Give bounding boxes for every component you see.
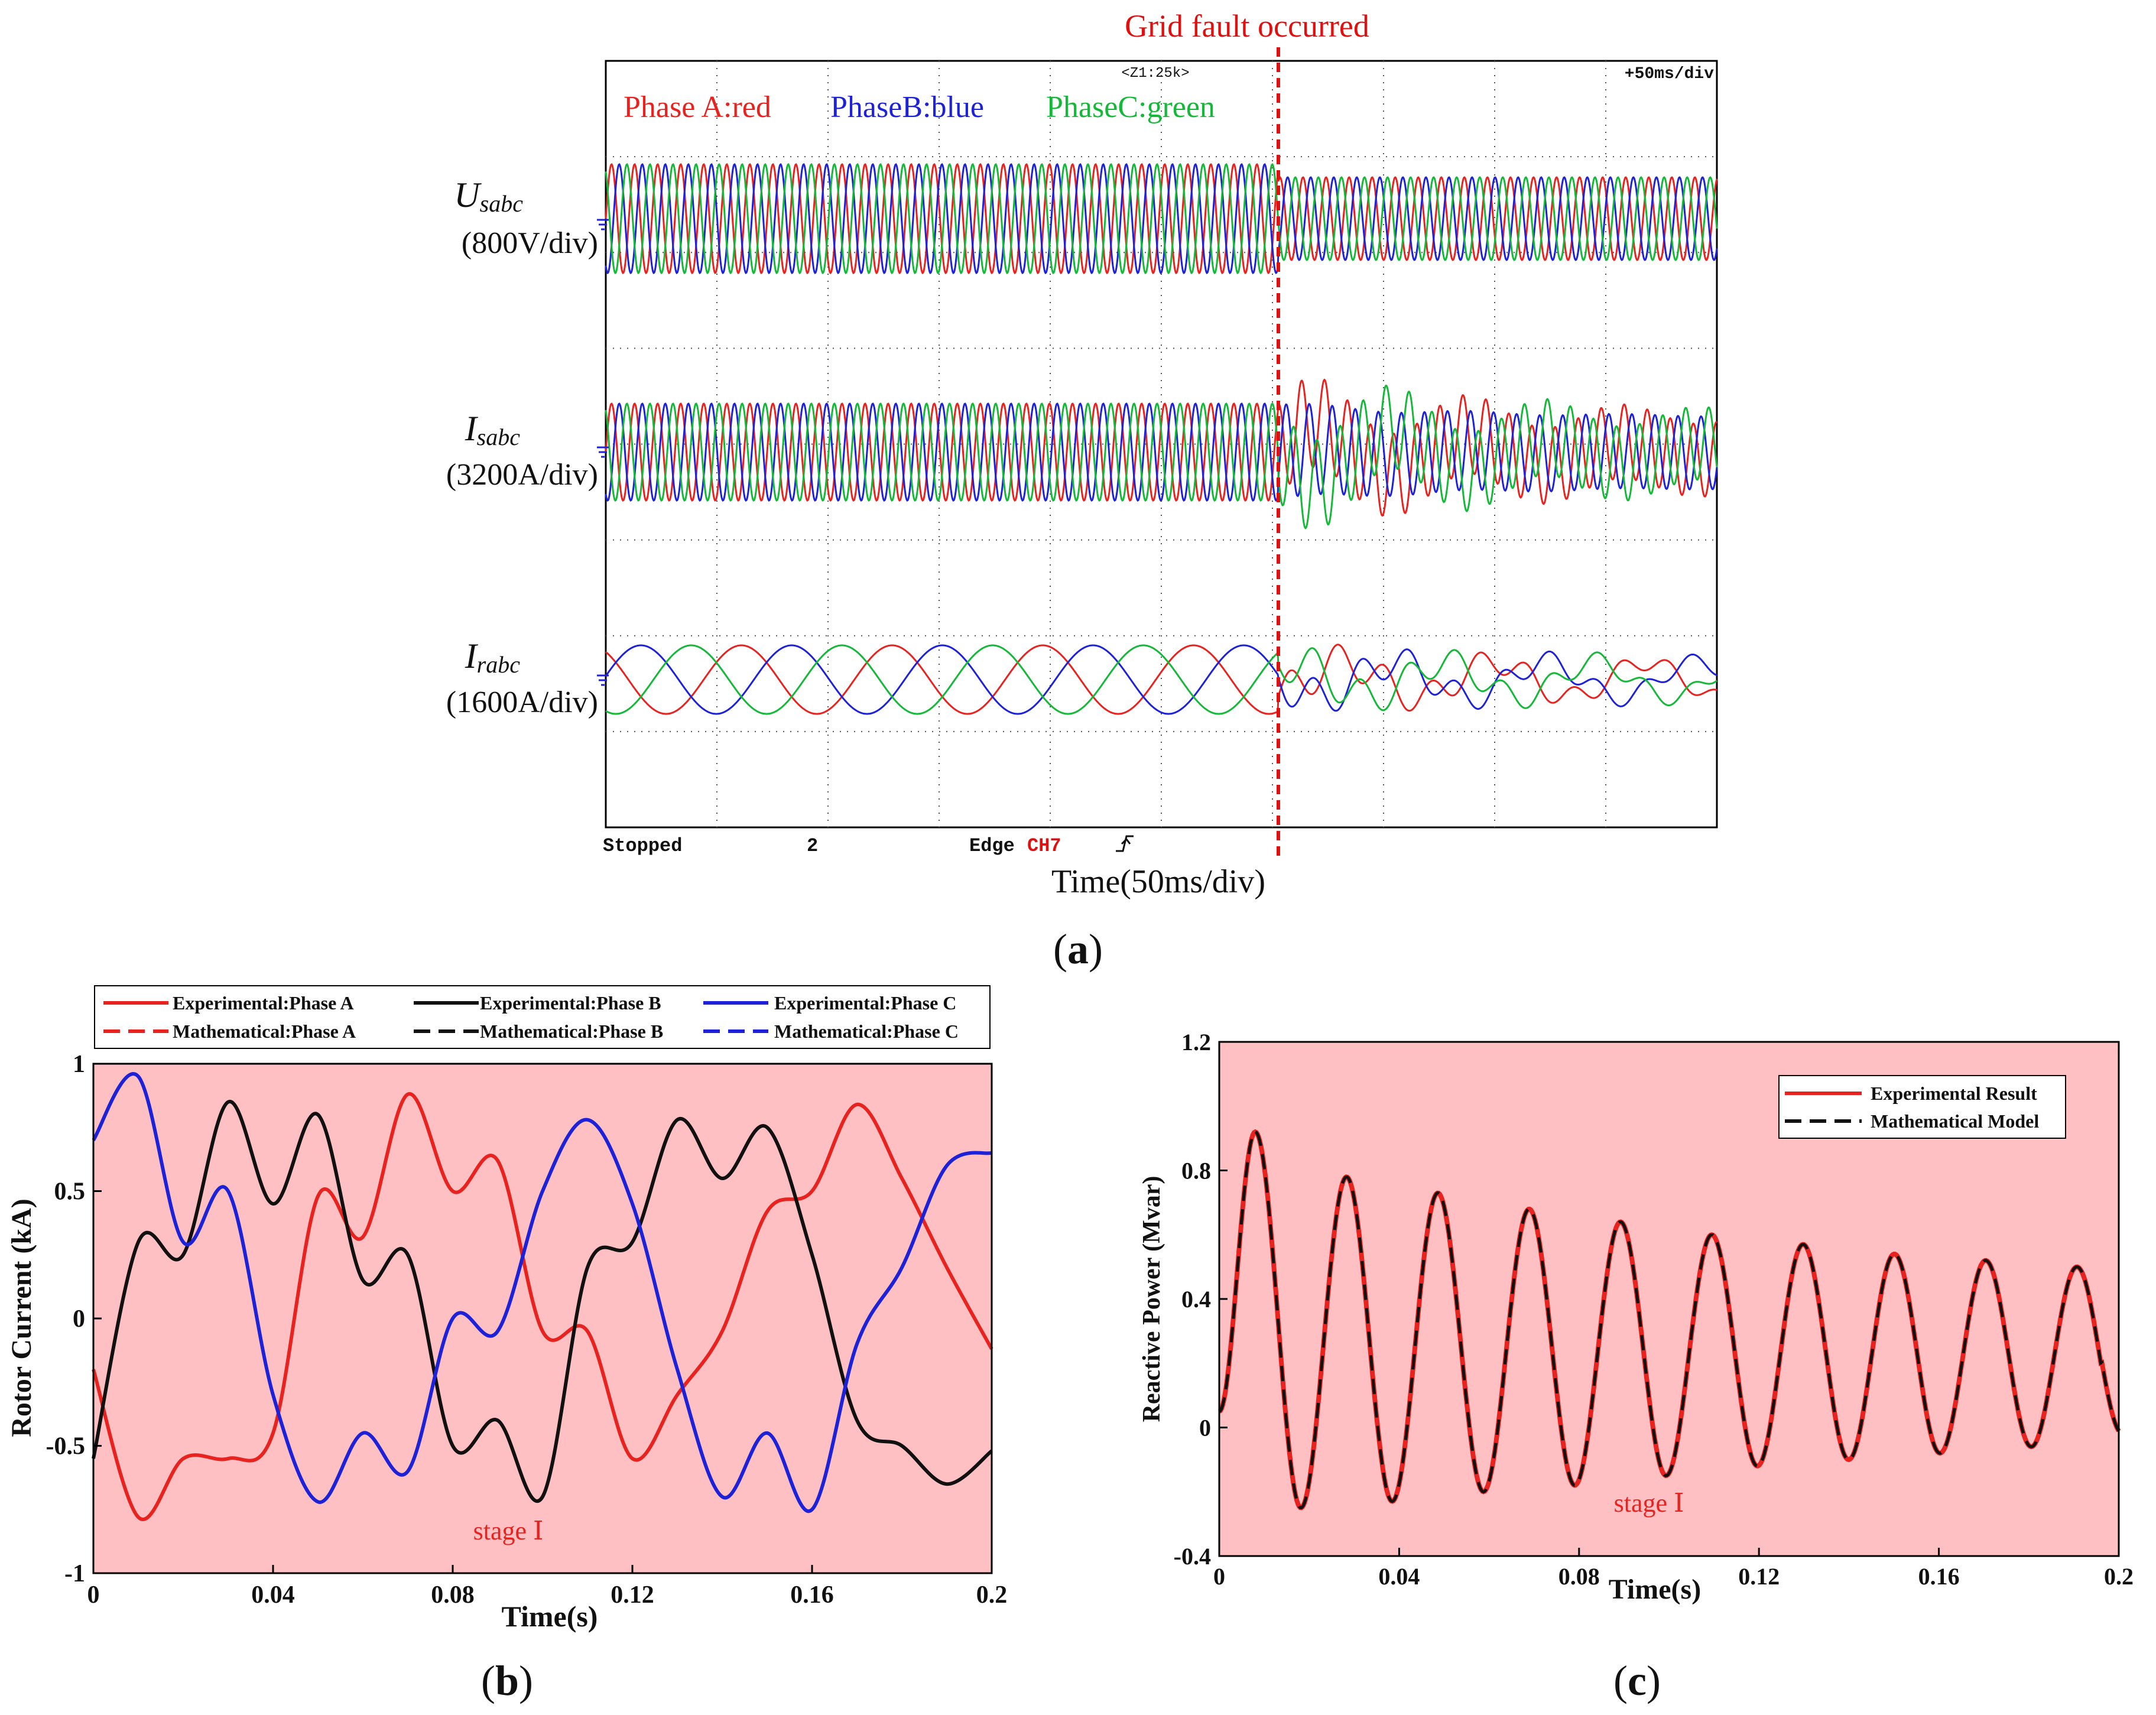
legend-phase-c: PhaseC:green [1046,90,1215,124]
reactive-power-axes: 0 0.04 0.08 0.12 0.16 0.21.20.80.40-0.4 [1174,1029,2134,1590]
stage-label: stage Ⅰ [473,1516,544,1545]
ground-marker-icon [597,219,609,230]
mathematical-phase-a-line [92,1093,993,1521]
channel-subscript: rabc [477,651,521,678]
y-tick-label: 0.5 [54,1178,86,1206]
caption-letter: c [1628,1657,1647,1704]
x-tick-label: 0.12 [611,1581,654,1609]
legend-entry: Mathematical:Phase A [173,1021,356,1042]
rotor-current-phase-b [605,644,1717,715]
mathematical-phase-c-line [92,1073,992,1513]
stator-voltage-phase-b [605,163,1718,274]
panel-c-caption: (c) [1613,1657,1661,1704]
stator-voltage-phase-a [605,163,1718,274]
panel-a-caption: (a) [1053,925,1103,973]
stator-current-phase-c [605,384,1718,530]
legend-entry: Experimental:Phase A [173,992,354,1014]
channel-symbol: U [454,176,482,215]
x-tick-label: 0.2 [976,1581,1008,1609]
reactive-power-series [1217,1129,2121,1511]
legend: Experimental Result Mathematical Model [1778,1075,2066,1139]
y-tick-label: 1 [73,1051,85,1078]
legend: Experimental:Phase A Experimental:Phase … [94,985,991,1049]
status-channel: CH7 [1027,835,1061,857]
legend-phase-b: PhaseB:blue [830,90,984,124]
y-tick-label: 1.2 [1181,1029,1211,1055]
status-stopped: Stopped [603,835,682,857]
caption-letter: b [495,1657,519,1704]
legend-entry: Mathematical:Phase C [774,1021,959,1042]
ground-marker-icon [597,674,609,686]
panel-a-oscilloscope: <Z1:25k> +50ms/div Phase A:red PhaseB:bl… [446,8,1718,973]
x-tick-label: 0.04 [1378,1563,1420,1590]
trigger-edge-icon [1116,835,1134,852]
y-tick-label: 0.4 [1181,1286,1211,1313]
caption-letter: a [1067,925,1089,973]
rotor-current-axes: 0 0.04 0.08 0.12 0.16 0.2 1 0.5 0 -0.5 -1 [46,1051,1008,1609]
legend-entry: Experimental:Phase B [480,992,661,1014]
panel-c-reactive-power: 0 0.04 0.08 0.12 0.16 0.21.20.80.40-0.4 stage… [1138,1029,2134,1704]
channel-scale-usabc: (800V/div) [462,226,598,260]
y-axis-label: Rotor Current (kA) [6,1198,37,1437]
scope-timebase-readout: +50ms/div [1625,65,1714,83]
plot-area-stage [93,1064,992,1573]
y-axis-label: Reactive Power (Mvar) [1138,1176,1165,1422]
panel-b-rotor-current: 0 0.04 0.08 0.12 0.16 0.210.50-0.5-1 stage Ⅰ … [6,985,1008,1704]
mathematical-phase-b-line [92,1100,993,1503]
stator-current-phase-a [605,378,1717,517]
ground-marker-icon [597,446,609,458]
x-tick-label: 0.16 [790,1581,834,1609]
rotor-current-series [92,1072,993,1521]
legend-entry: Mathematical Model [1871,1110,2039,1132]
channel-label-irabc: Irabc [465,636,521,678]
fault-label: Grid fault occurred [1125,8,1369,44]
x-tick-label: 0.12 [1738,1563,1780,1590]
legend-entry: Mathematical:Phase B [480,1021,663,1042]
y-tick-label: 0.8 [1181,1158,1211,1184]
status-edge: Edge [969,835,1015,857]
channel-symbol: I [465,636,479,675]
panel-b-caption: (b) [481,1657,533,1704]
y-tick-label: 0 [73,1305,85,1333]
channel-scale-irabc: (1600A/div) [446,686,598,719]
legend-phase-a: Phase A:red [624,90,771,124]
mathematical-model-line [1218,1130,2121,1509]
x-tick-label: 0.08 [431,1581,475,1609]
x-tick-label: 0.04 [251,1581,295,1609]
rotor-current-phase-a [605,644,1717,715]
stator-voltage-phase-c [605,163,1718,274]
x-tick-label: 0.2 [2104,1563,2134,1590]
channel-scale-isabc: (3200A/div) [446,458,598,492]
y-tick-label: -0.4 [1174,1543,1211,1570]
legend-frame [94,985,991,1049]
scope-zoom-readout: <Z1:25k> [1121,66,1189,82]
x-tick-label: 0 [87,1581,100,1609]
x-axis-label: Time(s) [502,1600,598,1633]
x-tick-label: 0.08 [1558,1563,1600,1590]
status-count: 2 [807,835,818,857]
channel-subscript: sabc [477,424,521,450]
channel-subscript: sabc [480,190,524,217]
x-tick-label: 0.16 [1918,1563,1960,1590]
y-tick-label: -1 [64,1560,85,1587]
channel-label-usabc: Usabc [454,176,523,217]
legend-entry: Experimental Result [1871,1083,2037,1104]
stator-current-phase-b [605,402,1718,502]
panel-a-xlabel: Time(50ms/div) [1051,863,1265,900]
scope-waveforms [605,163,1718,715]
rotor-current-phase-c [605,644,1718,715]
x-tick-label: 0 [1213,1563,1225,1590]
x-axis-label: Time(s) [1609,1574,1701,1605]
legend-frame [1778,1075,2066,1139]
stage-label: stage Ⅰ [1614,1489,1684,1518]
y-tick-label: -0.5 [46,1433,86,1460]
legend-entry: Experimental:Phase C [774,992,956,1014]
channel-label-isabc: Isabc [465,409,521,450]
channel-symbol: I [465,409,479,448]
y-tick-label: 0 [1199,1415,1211,1441]
